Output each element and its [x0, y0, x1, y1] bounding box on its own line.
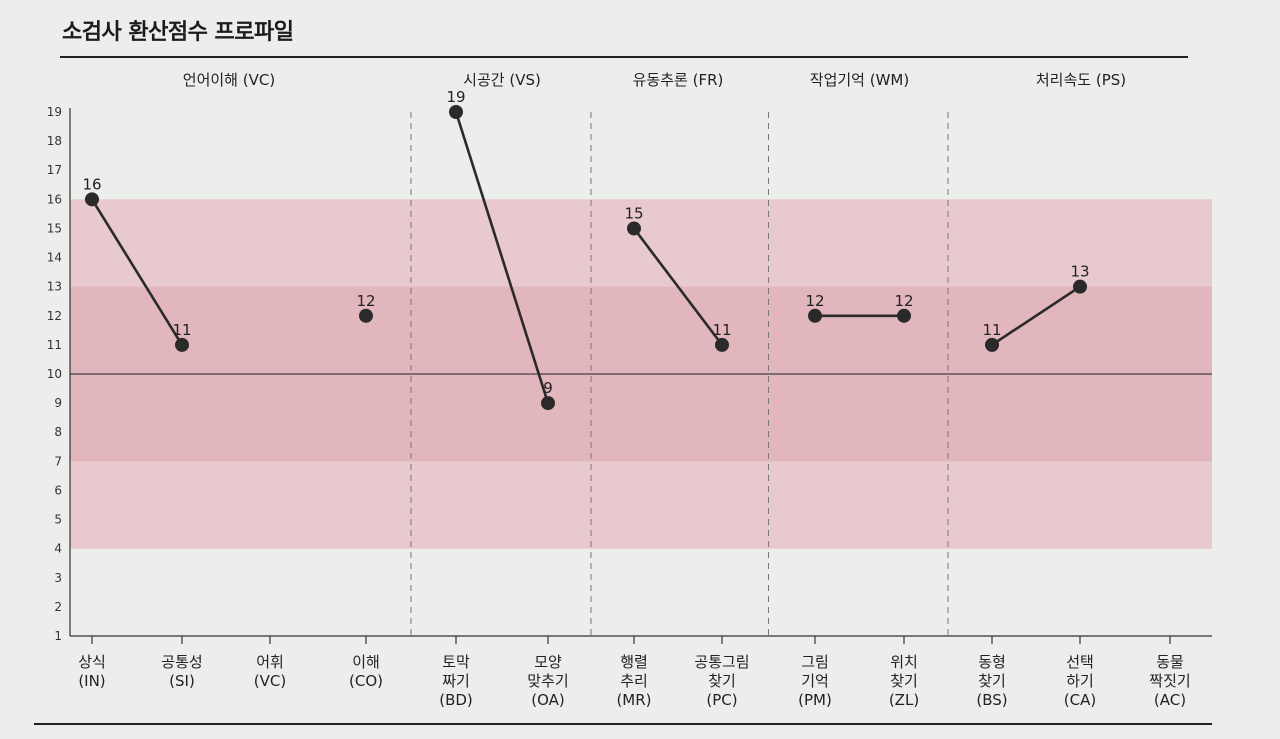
data-point: [627, 221, 641, 236]
x-category-label: (OA): [531, 691, 565, 709]
x-category-label: (PC): [706, 691, 737, 709]
x-category-label: 토막: [442, 653, 470, 671]
x-category-label: (MR): [616, 691, 651, 709]
data-point: [541, 396, 555, 411]
data-point: [715, 337, 729, 352]
group-label: 처리속도 (PS): [1036, 71, 1126, 89]
x-category-label: 동물: [1156, 653, 1184, 671]
x-category-label: 행렬: [620, 653, 648, 671]
y-tick-label: 2: [54, 600, 62, 614]
x-category-label: (BS): [976, 691, 1007, 709]
y-tick-label: 3: [54, 571, 62, 585]
y-tick-label: 7: [54, 454, 62, 468]
y-tick-label: 18: [47, 134, 62, 148]
data-label: 16: [82, 175, 101, 193]
series-segment: [90, 198, 184, 346]
data-point: [359, 308, 373, 323]
x-category-label: (PM): [798, 691, 832, 709]
x-category-label: (IN): [78, 672, 105, 690]
x-category-label: 짝짓기: [1149, 672, 1190, 690]
x-category-label: 찾기: [890, 672, 918, 690]
x-category-label: 찾기: [708, 672, 736, 690]
x-category-label: 추리: [620, 672, 648, 690]
y-tick-label: 12: [47, 309, 62, 323]
x-category-label: 상식: [78, 653, 106, 671]
data-label: 11: [712, 321, 731, 339]
data-label: 12: [356, 292, 375, 310]
x-category-label: (VC): [254, 672, 286, 690]
series-segment: [632, 227, 724, 346]
series-line-layer: [90, 111, 1081, 404]
data-label: 12: [894, 292, 913, 310]
data-point: [1073, 279, 1087, 294]
x-category-label: 하기: [1066, 672, 1094, 690]
x-category-label: 짜기: [442, 672, 470, 690]
x-category-label: 공통그림: [694, 653, 749, 671]
x-category-label: 선택: [1066, 653, 1094, 671]
data-point: [85, 192, 99, 207]
y-tick-label: 11: [47, 338, 62, 352]
y-tick-label: 1: [54, 629, 62, 643]
group-label: 언어이해 (VC): [183, 71, 275, 89]
data-point: [808, 308, 822, 323]
x-category-label: 공통성: [161, 653, 202, 671]
y-tick-label: 8: [54, 425, 62, 439]
x-category-label: 찾기: [978, 672, 1006, 690]
y-tick-label: 19: [47, 105, 62, 119]
x-category-label: 기억: [801, 672, 829, 690]
y-tick-label: 4: [54, 542, 62, 556]
x-category-label: 맞추기: [527, 672, 568, 690]
chart-title: 소검사 환산점수 프로파일: [62, 20, 294, 45]
x-category-label: 위치: [890, 653, 918, 671]
group-label: 작업기억 (WM): [810, 71, 909, 89]
y-tick-label: 5: [54, 513, 62, 527]
y-tick-label: 17: [47, 163, 62, 177]
data-label: 11: [172, 321, 191, 339]
data-label: 13: [1070, 263, 1089, 281]
series-segment: [991, 285, 1081, 346]
group-label: 시공간 (VS): [463, 71, 541, 89]
data-label: 11: [982, 321, 1001, 339]
data-label: 9: [543, 379, 553, 397]
y-tick-label: 14: [47, 251, 62, 265]
y-tick-label: 9: [54, 396, 62, 410]
x-category-label: (BD): [439, 691, 473, 709]
group-label: 유동추론 (FR): [633, 71, 724, 89]
x-category-label: (CA): [1064, 691, 1096, 709]
x-category-label: (CO): [349, 672, 383, 690]
y-tick-label: 10: [47, 367, 62, 381]
x-category-label: (SI): [169, 672, 195, 690]
data-point: [175, 337, 189, 352]
data-point: [985, 337, 999, 352]
x-category-label: 그림: [801, 653, 829, 671]
data-point: [897, 308, 911, 323]
data-point: [449, 105, 463, 119]
data-label: 19: [446, 88, 465, 106]
x-category-label: (AC): [1154, 691, 1186, 709]
y-tick-label: 13: [47, 280, 62, 294]
label-layer: 언어이해 (VC) 시공간 (VS) 유동추론 (FR) 작업기억 (WM) 처리속도 …: [78, 71, 1191, 709]
data-label: 15: [624, 204, 643, 222]
y-tick-label: 15: [47, 221, 62, 235]
data-label: 12: [805, 292, 824, 310]
x-category-label: 모양: [534, 653, 562, 671]
x-category-label: 동형: [978, 653, 1006, 671]
y-tick-label: 6: [54, 483, 62, 497]
grid-layer: [70, 112, 1212, 636]
x-category-label: 어휘: [256, 653, 284, 671]
x-category-label: (ZL): [889, 691, 919, 709]
y-tick-label: 16: [47, 192, 62, 206]
series-segment: [454, 111, 550, 404]
x-category-label: 이해: [352, 653, 380, 671]
point-layer: [85, 105, 1087, 411]
